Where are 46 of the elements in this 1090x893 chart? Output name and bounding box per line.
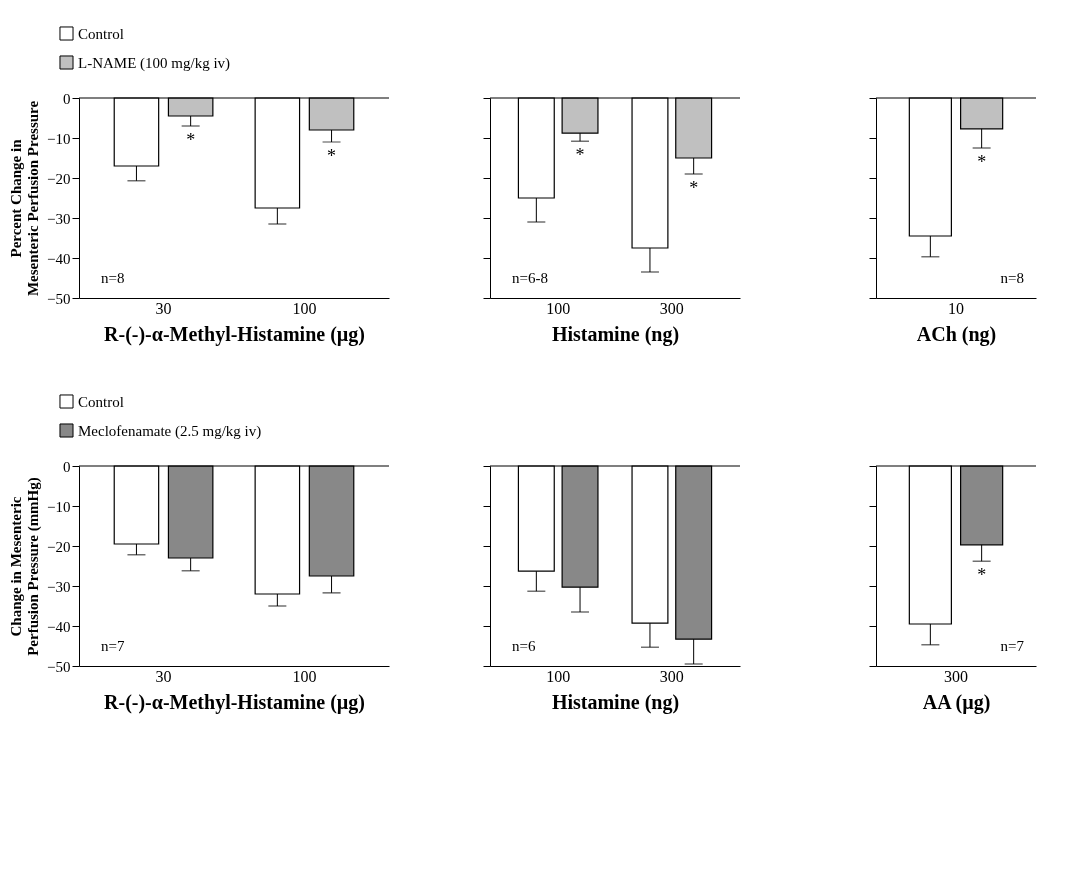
x-tick-label: 300 <box>944 667 968 685</box>
annotation: * <box>186 130 196 150</box>
annotation: * <box>689 178 699 198</box>
x-tick-label: 300 <box>659 299 684 317</box>
y-tick-label: −50 <box>47 658 71 675</box>
legend-label: Control <box>78 25 124 42</box>
x-tick-label: 100 <box>546 299 571 317</box>
x-axis-title: Histamine (ng) <box>551 690 680 714</box>
x-axis-title: Histamine (ng) <box>551 322 680 346</box>
x-tick-label: 100 <box>292 299 317 317</box>
y-tick-label: −20 <box>47 170 71 187</box>
y-axis-title: Percent Change in Mesenteric Perfusion Pressure <box>8 100 42 297</box>
legend-label: Control <box>78 393 124 410</box>
annotation: n=6 <box>512 638 536 654</box>
y-tick-label: −10 <box>47 130 71 147</box>
y-tick-label: −40 <box>47 250 71 267</box>
legend-label: Meclofenamate (2.5 mg/kg iv) <box>78 422 262 440</box>
annotation: * <box>575 145 585 166</box>
y-tick-label: −40 <box>47 618 71 635</box>
x-tick-label: 10 <box>948 299 964 317</box>
annotation: n=8 <box>101 270 125 286</box>
annotation: * <box>327 146 337 166</box>
annotation: * <box>977 565 987 586</box>
annotation: n=7 <box>1000 638 1025 654</box>
x-axis-title: ACh (ng) <box>916 322 997 346</box>
y-tick-label: 0 <box>63 458 71 475</box>
annotation: n=6-8 <box>512 270 548 286</box>
annotation: n=8 <box>1000 270 1024 286</box>
x-axis-title: R-(-)-α-Methyl-Histamine (µg) <box>104 322 365 346</box>
x-axis-title: AA (µg) <box>922 690 991 714</box>
x-tick-label: 100 <box>292 667 317 685</box>
y-tick-label: −30 <box>47 578 71 595</box>
annotation: * <box>977 152 987 172</box>
y-tick-label: 0 <box>63 90 71 107</box>
x-tick-label: 30 <box>155 667 172 685</box>
y-tick-label: −10 <box>47 498 71 515</box>
y-tick-label: −20 <box>47 538 71 555</box>
x-tick-label: 300 <box>659 667 684 685</box>
x-axis-title: R-(-)-α-Methyl-Histamine (µg) <box>104 690 365 714</box>
y-tick-label: −30 <box>47 210 71 227</box>
x-tick-label: 30 <box>155 299 172 317</box>
y-tick-label: −50 <box>47 290 71 307</box>
y-axis-title: Change in Mesenteric Perfusion Pressure (mmHg) <box>8 477 43 656</box>
legend-label: L-NAME (100 mg/kg iv) <box>78 54 231 72</box>
annotation: n=7 <box>101 638 125 654</box>
x-tick-label: 100 <box>546 667 571 685</box>
